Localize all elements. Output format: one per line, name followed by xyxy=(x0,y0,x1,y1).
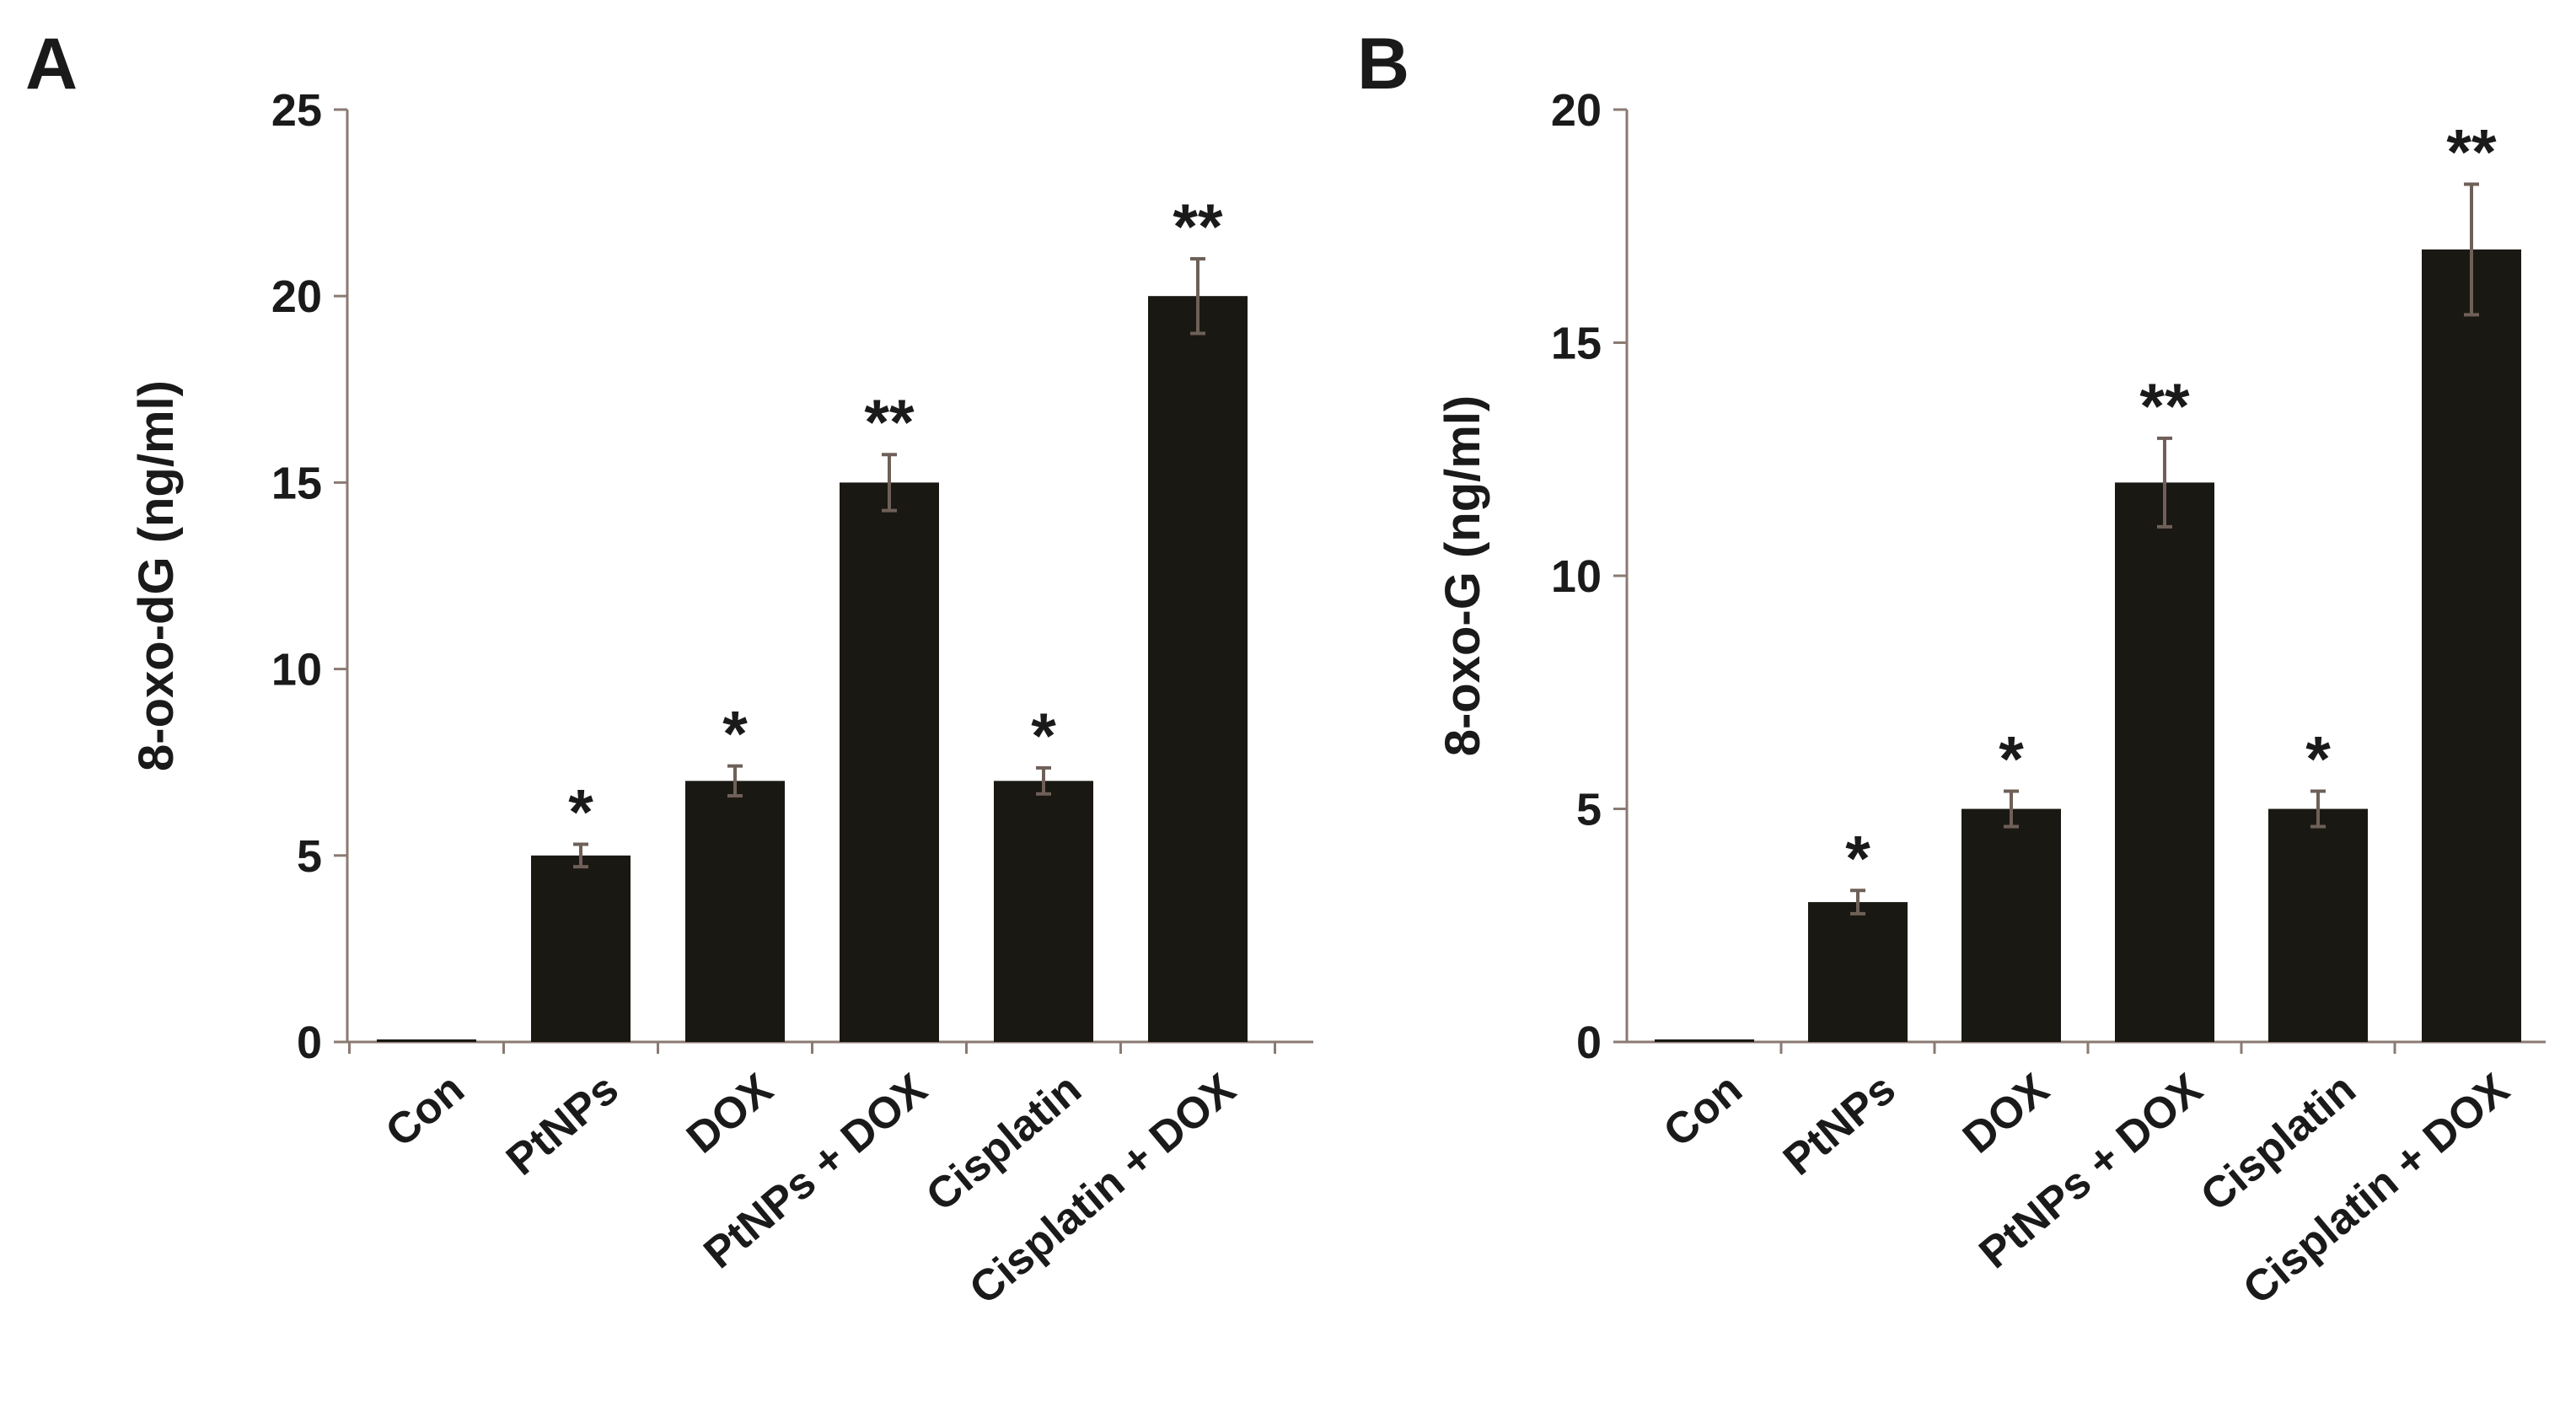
significance-mark: * xyxy=(1999,723,2024,795)
significance-mark: ** xyxy=(2446,116,2497,188)
category-label: DOX xyxy=(1954,1065,2058,1163)
panel-letter: B xyxy=(1357,24,1409,105)
category-label: Con xyxy=(377,1065,474,1157)
category-label: DOX xyxy=(678,1065,782,1163)
bar xyxy=(685,781,785,1042)
category-label: PtNPs xyxy=(1774,1065,1905,1185)
bar xyxy=(377,1039,476,1042)
bar xyxy=(1962,808,2061,1042)
significance-mark: ** xyxy=(1173,191,1223,263)
y-tick-label: 20 xyxy=(1551,85,1602,136)
panel-letter: A xyxy=(25,24,78,105)
category-label: Con xyxy=(1655,1065,1752,1157)
significance-mark: ** xyxy=(864,387,915,459)
y-tick-label: 0 xyxy=(1576,1018,1602,1068)
bar xyxy=(840,482,939,1042)
significance-mark: * xyxy=(722,699,748,771)
y-axis-title: 8-oxo-G (ng/ml) xyxy=(1436,395,1490,757)
bar xyxy=(1808,902,1908,1042)
y-tick-label: 10 xyxy=(1551,551,1602,602)
y-tick-label: 15 xyxy=(1551,319,1602,369)
y-tick-label: 25 xyxy=(271,85,322,136)
category-label: Cisplatin + DOX xyxy=(961,1065,1245,1314)
significance-mark: * xyxy=(1845,823,1870,894)
y-tick-label: 15 xyxy=(271,458,322,508)
bar xyxy=(2422,249,2521,1042)
y-axis-title: 8-oxo-dG (ng/ml) xyxy=(129,380,184,771)
panel-a: A 0 5 10 15 20 25 8-oxo-dG (ng/ml) Con * PtNPs * DOX… xyxy=(25,24,1313,1314)
category-label: Cisplatin + DOX xyxy=(2235,1065,2519,1314)
y-tick-label: 0 xyxy=(297,1018,322,1068)
y-tick-label: 5 xyxy=(1576,785,1602,835)
bar xyxy=(1655,1039,1754,1042)
bar xyxy=(1148,296,1248,1042)
bar xyxy=(994,781,1093,1042)
significance-mark: * xyxy=(568,777,593,849)
significance-mark: ** xyxy=(2139,371,2190,443)
y-tick-label: 20 xyxy=(271,271,322,322)
bar xyxy=(531,855,631,1042)
category-label: PtNPs xyxy=(497,1065,628,1185)
y-tick-label: 5 xyxy=(297,831,322,882)
significance-mark: * xyxy=(1031,701,1056,772)
bar xyxy=(2115,482,2214,1042)
significance-mark: * xyxy=(2305,723,2331,795)
bar xyxy=(2268,808,2368,1042)
y-tick-label: 10 xyxy=(271,645,322,695)
